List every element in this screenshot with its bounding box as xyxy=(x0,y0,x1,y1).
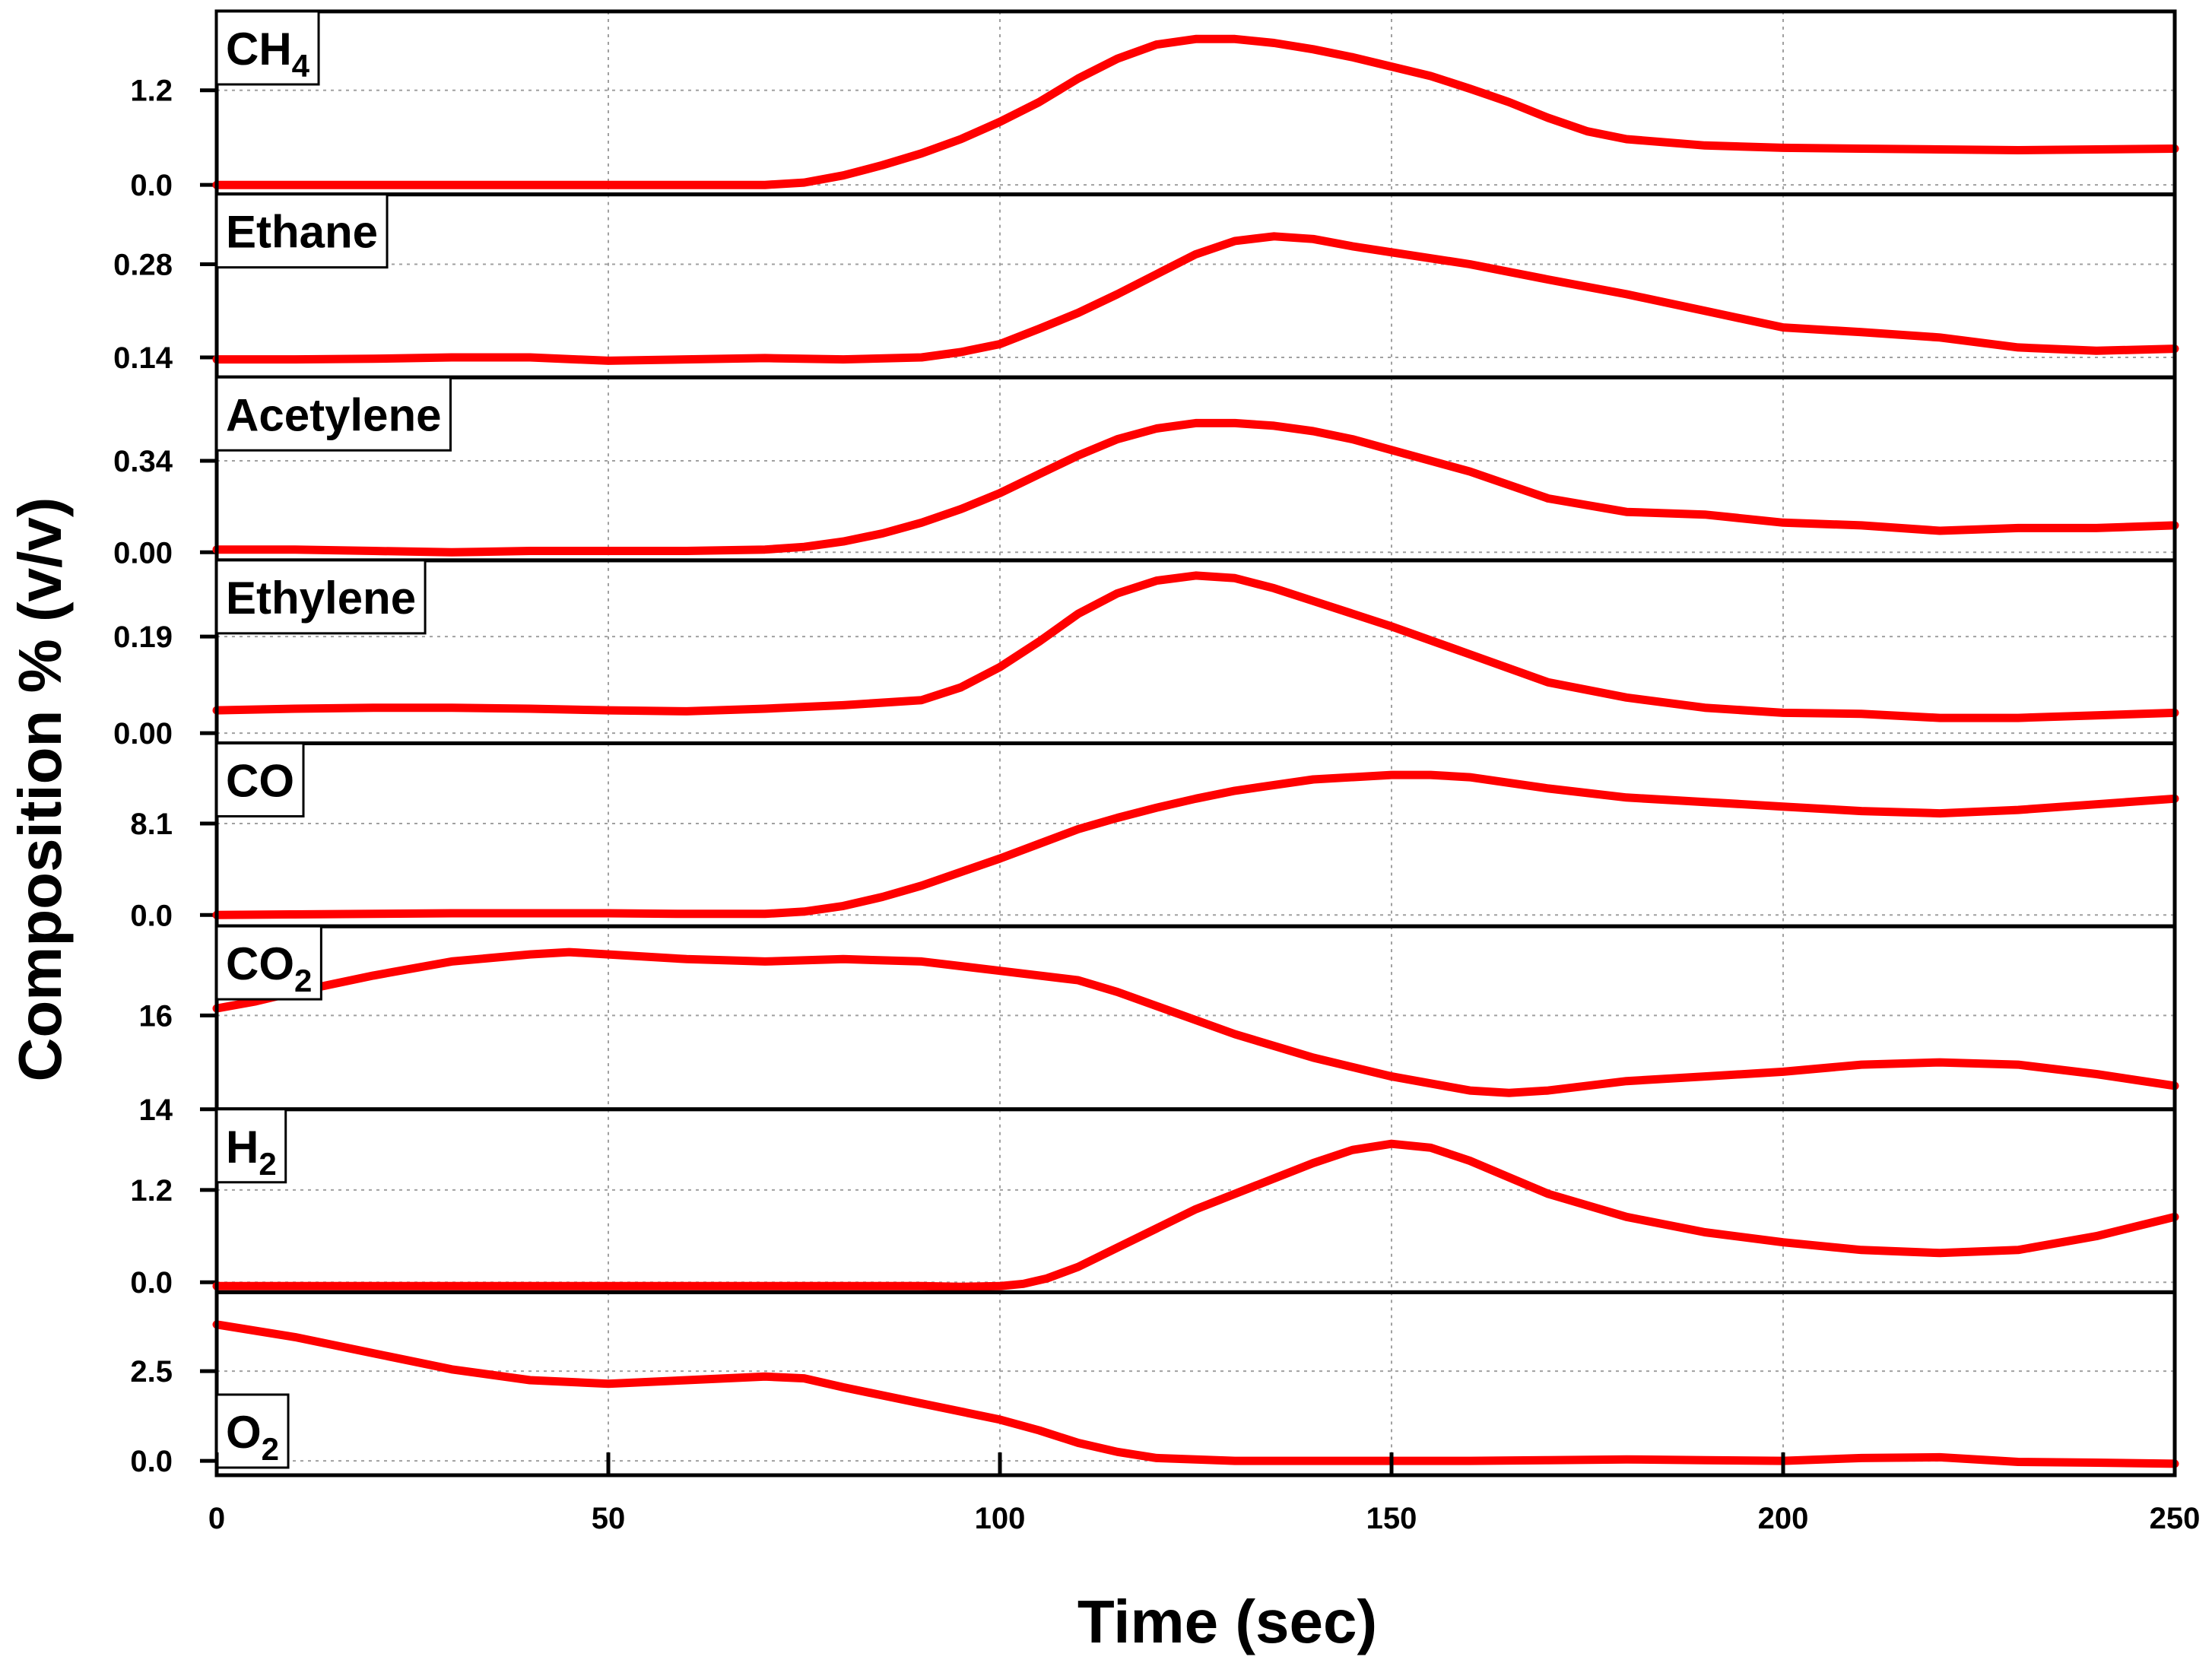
panel-label-ch4: CH4 xyxy=(215,10,320,86)
y-tick-label: 0.0 xyxy=(130,1445,173,1478)
x-tick-label: 150 xyxy=(1366,1502,1417,1535)
panel-co: 0.0 8.1 CO xyxy=(130,741,2179,932)
y-axis-title: Composition % (v/v) xyxy=(6,497,74,1082)
panels-layer: 0.0 1.2 CH4 0.14 0.28 Ethane 0.00 0.34 Acetylene… xyxy=(113,9,2179,1478)
panel-label-box xyxy=(215,742,305,817)
y-tick-label: 1.2 xyxy=(130,75,173,108)
panel-label-box xyxy=(215,1108,287,1184)
x-tick-label: 200 xyxy=(1758,1502,1809,1535)
panel-acetylene: 0.00 0.34 Acetylene xyxy=(113,375,2179,570)
x-axis: 0 50 100 150 200 250 xyxy=(208,1452,2201,1535)
panel-label-box xyxy=(215,559,427,635)
y-tick-label: 2.5 xyxy=(130,1355,173,1389)
x-axis-title: Time (sec) xyxy=(1077,1588,1377,1655)
panel-label-subscript: 2 xyxy=(262,1431,279,1467)
panel-label-text: O2 xyxy=(226,1407,279,1467)
y-tick-label: 0.00 xyxy=(113,536,173,570)
panel-label-subscript: 2 xyxy=(259,1146,276,1182)
series-line-acetylene xyxy=(212,418,2179,557)
panel-label-text: CH4 xyxy=(226,24,310,84)
panel-label-ethane: Ethane xyxy=(215,193,389,269)
panel-label-text: CO xyxy=(226,756,294,807)
x-tick-label: 0 xyxy=(208,1502,225,1535)
series-line-ethane xyxy=(212,232,2179,365)
panel-label-co2: CO2 xyxy=(215,925,322,1001)
y-tick-label: 0.00 xyxy=(113,717,173,751)
panel-h2: 0.0 1.2 H2 xyxy=(130,1107,2179,1300)
y-tick-label: 8.1 xyxy=(130,808,173,841)
panel-label-text: H2 xyxy=(226,1122,277,1182)
panel-label-h2: H2 xyxy=(215,1108,287,1184)
panel-label-box xyxy=(215,376,452,452)
panel-label-main: H xyxy=(226,1122,259,1173)
panel-label-text: Acetylene xyxy=(226,389,441,440)
series-line-h2 xyxy=(212,1139,2179,1291)
panel-label-subscript: 4 xyxy=(292,48,310,84)
y-tick-label: 0.0 xyxy=(130,899,173,932)
y-tick-label: 0.0 xyxy=(130,1266,173,1300)
panel-label-text: CO2 xyxy=(226,938,312,998)
y-tick-label: 1.2 xyxy=(130,1174,173,1208)
panel-label-text: Ethane xyxy=(226,207,378,258)
series-line-o2 xyxy=(212,1320,2179,1468)
y-tick-label: 0.14 xyxy=(113,341,173,375)
series-line-ch4 xyxy=(212,34,2179,189)
panel-label-box xyxy=(215,193,389,269)
panel-ethane: 0.14 0.28 Ethane xyxy=(113,192,2179,379)
panel-label-main: CO xyxy=(226,756,294,807)
panel-label-main: Ethylene xyxy=(226,573,416,624)
y-tick-label: 0.0 xyxy=(130,169,173,202)
panel-frame xyxy=(214,1290,2177,1477)
panel-label-text: Ethylene xyxy=(226,573,416,624)
panel-label-acetylene: Acetylene xyxy=(215,376,452,452)
y-tick-label: 0.19 xyxy=(113,621,173,654)
x-tick-label: 100 xyxy=(975,1502,1026,1535)
panel-label-main: CO xyxy=(226,938,294,989)
panel-label-main: O xyxy=(226,1407,262,1458)
panel-label-co: CO xyxy=(215,742,305,817)
panel-label-box xyxy=(215,10,320,86)
x-tick-label: 50 xyxy=(592,1502,626,1535)
panel-o2: 0.0 2.5 O2 xyxy=(130,1290,2179,1478)
panel-label-main: Ethane xyxy=(226,207,378,258)
panel-co2: 14 16 CO2 xyxy=(139,924,2179,1127)
panel-label-o2: O2 xyxy=(215,1393,290,1469)
series-line-ethylene xyxy=(212,571,2179,722)
y-tick-label: 0.28 xyxy=(113,249,173,282)
panel-label-box xyxy=(215,1393,290,1469)
panel-label-ethylene: Ethylene xyxy=(215,559,427,635)
panel-label-box xyxy=(215,925,322,1001)
y-tick-label: 0.34 xyxy=(113,445,173,478)
panel-label-main: Acetylene xyxy=(226,389,441,440)
x-tick-label: 250 xyxy=(2150,1502,2201,1535)
panel-ethylene: 0.00 0.19 Ethylene xyxy=(113,558,2179,751)
series-line-co xyxy=(212,770,2179,919)
series-line-co2 xyxy=(212,947,2179,1097)
y-tick-label: 16 xyxy=(139,999,173,1033)
panel-label-subscript: 2 xyxy=(294,963,312,998)
panel-label-main: CH xyxy=(226,24,292,75)
y-tick-label: 14 xyxy=(139,1093,173,1127)
panel-ch4: 0.0 1.2 CH4 xyxy=(130,9,2179,202)
